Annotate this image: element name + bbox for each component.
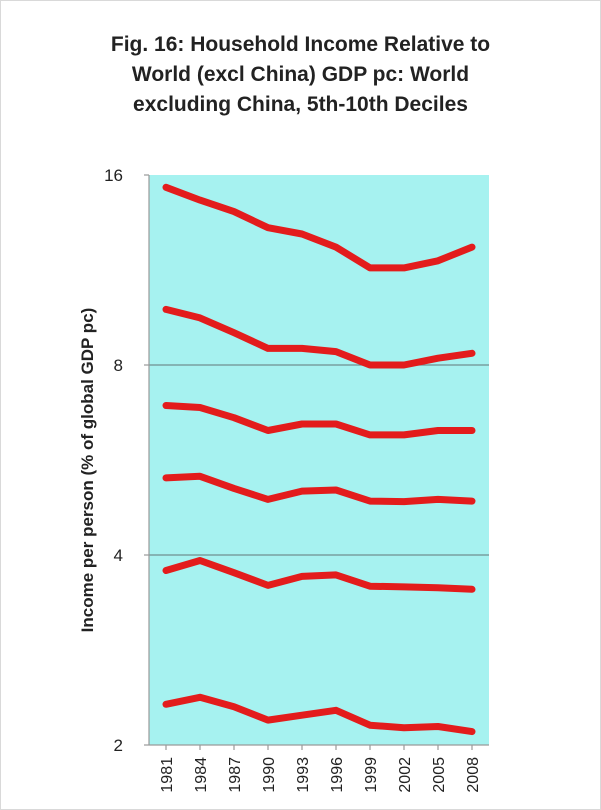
x-tick-label-1990: 1990	[261, 757, 278, 793]
x-tick-label-1981: 1981	[159, 757, 176, 793]
x-tick-label-1984: 1984	[193, 757, 210, 793]
x-tick-label-2005: 2005	[431, 757, 448, 793]
x-tick-label-1993: 1993	[295, 757, 312, 793]
x-tick-label-2008: 2008	[465, 757, 482, 793]
x-tick-label-1996: 1996	[329, 757, 346, 793]
y-tick-label-2: 2	[114, 736, 123, 755]
y-tick-label-8: 8	[114, 356, 123, 375]
x-tick-label-1987: 1987	[227, 757, 244, 793]
y-tick-label-4: 4	[114, 546, 123, 565]
y-tick-label-16: 16	[104, 166, 123, 185]
x-tick-label-2002: 2002	[397, 757, 414, 793]
x-tick-label-1999: 1999	[363, 757, 380, 793]
